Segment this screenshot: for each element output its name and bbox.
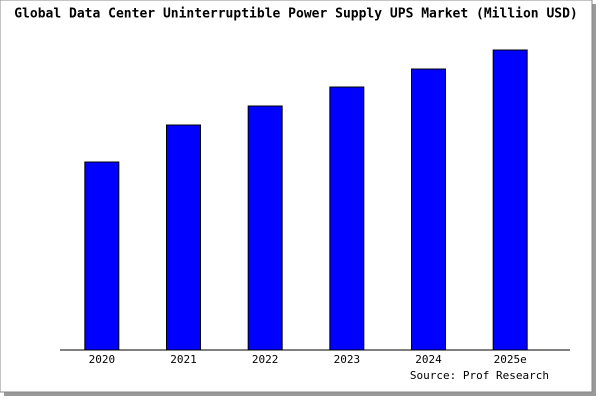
bar — [411, 68, 446, 351]
x-tick-label: 2020 — [89, 353, 116, 366]
x-tick-label: 2024 — [415, 353, 442, 366]
x-tick-label: 2021 — [170, 353, 197, 366]
chart-title: Global Data Center Uninterruptible Power… — [14, 7, 578, 22]
x-tick-label: 2023 — [334, 353, 361, 366]
source: Source: Prof Research — [410, 369, 549, 382]
bar — [166, 124, 201, 351]
x-tick-label: 2022 — [252, 353, 279, 366]
bar — [492, 49, 528, 351]
plot-area — [60, 40, 570, 350]
bar — [247, 105, 283, 351]
bar — [84, 161, 120, 351]
bar — [329, 86, 365, 351]
x-tick-label: 2025e — [494, 353, 527, 366]
